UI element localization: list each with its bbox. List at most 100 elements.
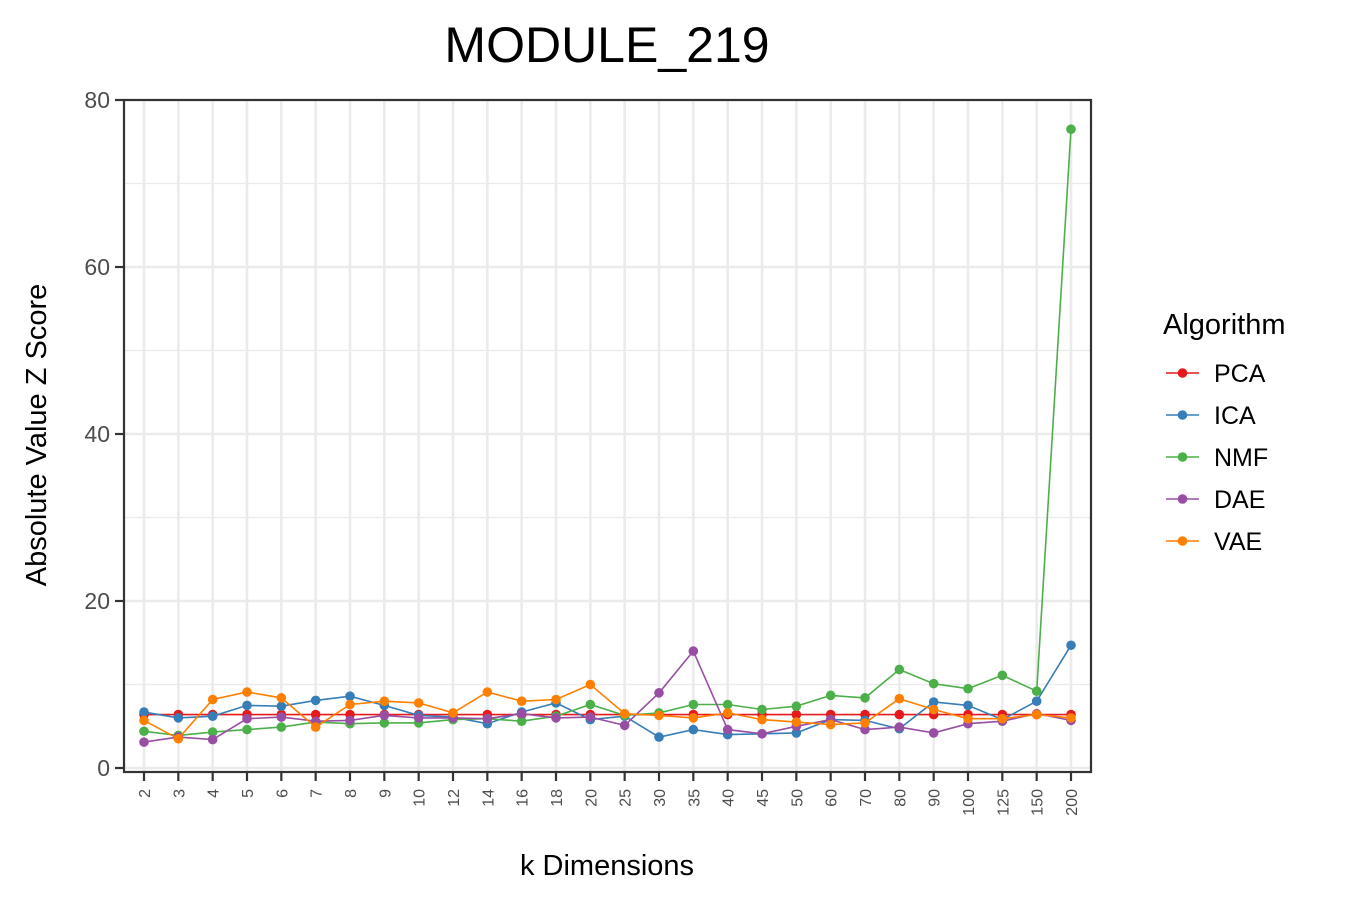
data-point-nmf (688, 699, 699, 710)
data-point-vae (310, 722, 321, 732)
x-axis-title: k Dimensions (520, 850, 694, 882)
data-point-vae (688, 713, 699, 723)
x-tick-label: 14 (480, 789, 497, 807)
data-point-ica (276, 701, 287, 712)
data-point-nmf (928, 678, 939, 689)
data-point-dae (585, 712, 596, 722)
data-point-nmf (825, 690, 836, 701)
data-point-ica (791, 728, 802, 738)
data-point-dae (928, 728, 939, 738)
data-point-dae (379, 710, 390, 721)
x-tick-label: 40 (721, 789, 738, 807)
data-point-nmf (860, 693, 870, 703)
data-point-ica (207, 711, 218, 722)
y-tick-label: 60 (84, 254, 110, 280)
x-tick-label: 30 (652, 789, 669, 807)
data-point-ica (242, 700, 252, 711)
data-point-vae (722, 708, 733, 718)
y-axis: 0 20 40 60 80 (84, 87, 124, 781)
data-point-ica (688, 724, 699, 735)
legend-label: NMF (1214, 444, 1268, 472)
x-tick-label: 200 (1064, 789, 1081, 816)
data-point-nmf (139, 726, 149, 737)
x-tick-label: 18 (549, 789, 566, 807)
legend-key-point (1177, 494, 1188, 504)
legend-item-dae: DAE (1166, 486, 1265, 514)
data-point-dae (139, 737, 149, 747)
data-point-vae (173, 733, 184, 744)
data-point-vae (379, 696, 390, 706)
data-point-ica (654, 732, 664, 742)
legend-label: ICA (1214, 402, 1256, 430)
data-point-ica (963, 700, 973, 711)
data-point-dae (757, 728, 767, 739)
x-tick-label: 70 (858, 789, 875, 807)
data-point-dae (207, 734, 218, 745)
data-point-vae (894, 693, 905, 704)
series-line-nmf (143, 129, 1072, 737)
data-point-nmf (757, 704, 767, 715)
data-point-dae (722, 724, 733, 735)
y-axis-title: Absolute Value Z Score (21, 284, 53, 587)
data-point-vae (413, 698, 424, 708)
data-point-pca (791, 709, 802, 720)
legend-key-point (1177, 536, 1188, 546)
data-point-nmf (1031, 686, 1042, 696)
x-tick-label: 150 (1030, 789, 1047, 816)
legend: Algorithm PCA ICA NMF DAE VAE (1163, 309, 1286, 556)
data-point-pca (894, 709, 905, 720)
x-tick-label: 80 (892, 789, 909, 807)
data-point-vae (791, 717, 802, 727)
legend-item-ica: ICA (1166, 402, 1256, 430)
data-point-vae (139, 715, 149, 726)
data-point-vae (242, 687, 252, 697)
y-tick-label: 20 (84, 588, 110, 614)
x-tick-label: 9 (377, 789, 394, 798)
data-point-ica (310, 695, 321, 706)
chart-title: MODULE_219 (444, 17, 769, 73)
data-point-nmf (997, 670, 1008, 681)
data-point-nmf (379, 718, 390, 728)
data-point-vae (757, 714, 767, 725)
data-point-dae (860, 724, 870, 735)
data-point-vae (1031, 709, 1042, 720)
y-tick-label: 80 (84, 87, 110, 113)
x-tick-label: 35 (686, 789, 703, 807)
data-point-vae (207, 694, 218, 705)
legend-key-point (1177, 410, 1188, 420)
x-tick-label: 60 (824, 789, 841, 807)
data-point-dae (551, 713, 561, 723)
y-tick-label: 40 (84, 421, 110, 447)
data-point-ica (928, 697, 939, 707)
x-tick-label: 7 (309, 789, 326, 798)
x-tick-label: 20 (583, 789, 600, 807)
legend-key-point (1177, 452, 1188, 462)
data-point-nmf (276, 722, 287, 732)
series-layer (139, 124, 1076, 747)
data-point-vae (963, 713, 973, 724)
x-tick-label: 6 (274, 789, 291, 798)
data-point-vae (928, 704, 939, 715)
x-tick-label: 50 (789, 789, 806, 807)
x-tick-label: 16 (515, 789, 532, 807)
data-point-nmf (791, 701, 802, 712)
data-point-dae (688, 646, 699, 656)
legend-title: Algorithm (1163, 309, 1286, 341)
legend-label: VAE (1214, 528, 1262, 556)
x-tick-label: 8 (343, 789, 360, 798)
data-point-pca (310, 709, 321, 720)
x-tick-label: 2 (137, 789, 154, 798)
data-point-vae (860, 718, 870, 728)
x-axis: 2 3 4 5 6 7 8 9 10 12 14 16 18 20 25 30 35 40 45 50 60 70 80 90… (137, 772, 1081, 816)
legend-item-nmf: NMF (1166, 444, 1268, 472)
data-point-dae (345, 715, 355, 726)
data-point-dae (242, 713, 252, 724)
data-point-vae (516, 696, 527, 706)
series-vae (139, 679, 1076, 744)
data-point-vae (276, 693, 287, 703)
x-tick-label: 4 (206, 789, 223, 798)
data-point-vae (551, 694, 561, 705)
x-tick-label: 25 (618, 789, 635, 807)
panel-border (122, 98, 1093, 774)
